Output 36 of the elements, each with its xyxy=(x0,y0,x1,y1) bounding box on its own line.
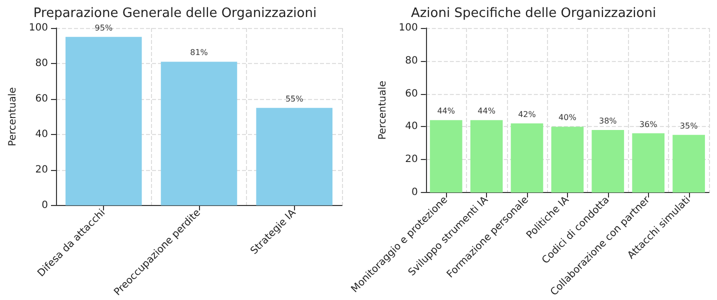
bar xyxy=(672,134,705,192)
y-tick-label: 40 xyxy=(405,121,418,132)
data-label: 44% xyxy=(478,106,496,116)
data-label: 42% xyxy=(518,110,536,119)
bar xyxy=(256,108,332,206)
y-tick-label: 80 xyxy=(405,55,418,66)
data-label: 55% xyxy=(285,94,304,104)
y-tick-label: 0 xyxy=(42,200,48,211)
y-tick-label: 40 xyxy=(35,128,48,140)
y-tick-label: 100 xyxy=(28,22,48,34)
chart-title: Azioni Specifiche delle Organizzazioni xyxy=(410,6,656,21)
y-tick-label: 20 xyxy=(405,154,418,166)
y-tick-label: 60 xyxy=(35,93,48,104)
data-label: 81% xyxy=(190,48,208,58)
chart-title: Preparazione Generale delle Organizzazioni xyxy=(33,6,317,21)
y-tick-label: 100 xyxy=(398,22,418,34)
bar xyxy=(160,62,238,206)
bar xyxy=(632,133,665,192)
data-label: 44% xyxy=(437,106,456,116)
bar xyxy=(470,120,503,192)
bar xyxy=(430,120,462,192)
y-tick-label: 60 xyxy=(405,88,418,100)
bar xyxy=(551,126,584,192)
bar xyxy=(66,36,142,206)
bar xyxy=(592,130,624,192)
data-label: 38% xyxy=(598,116,618,126)
y-tick-label: 0 xyxy=(411,186,418,198)
y-axis-title: Percentuale xyxy=(377,80,388,140)
data-label: 35% xyxy=(680,121,698,130)
y-tick-label: 20 xyxy=(35,164,48,176)
data-label: 36% xyxy=(639,120,658,129)
data-label: 40% xyxy=(558,113,577,122)
bar xyxy=(510,123,544,192)
data-label: 95% xyxy=(94,23,113,32)
y-axis-title: Percentuale xyxy=(8,87,18,146)
y-tick-label: 80 xyxy=(35,58,48,69)
